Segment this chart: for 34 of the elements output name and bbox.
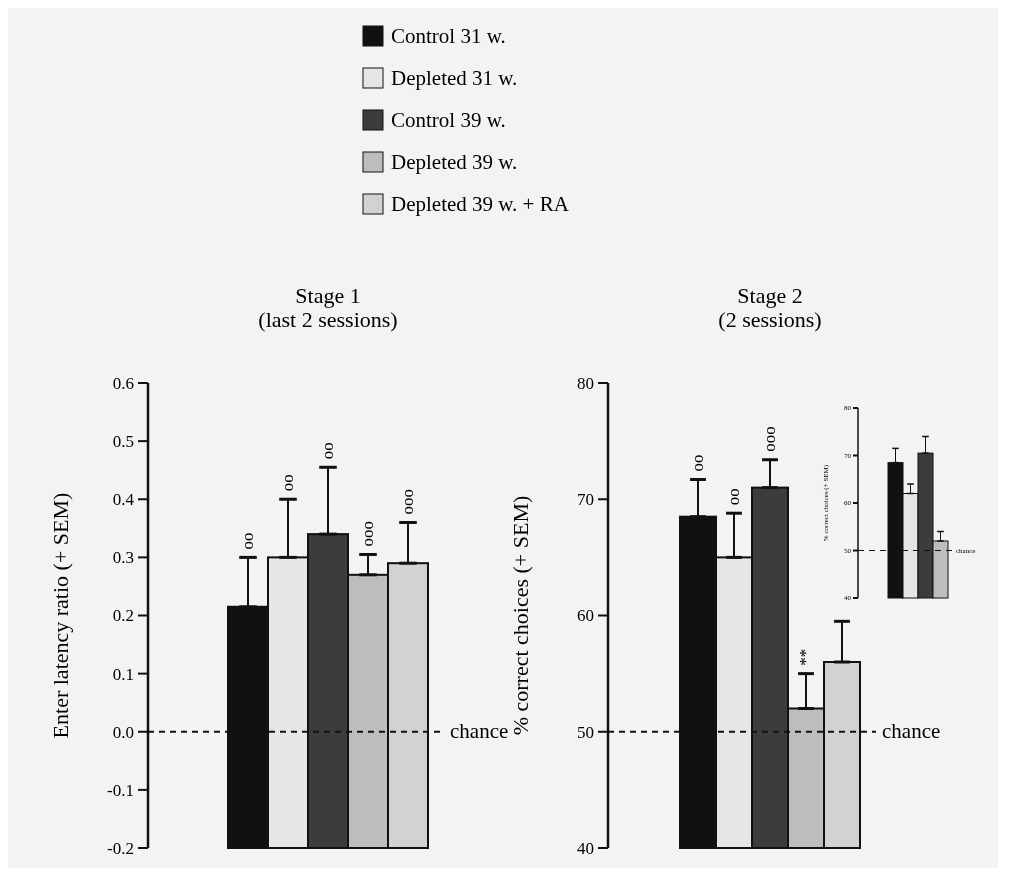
annotation: oo (318, 442, 337, 460)
y-tick-label: 0.3 (112, 548, 134, 568)
annotation: ooo (398, 489, 417, 515)
y-tick-label: 0.4 (112, 490, 135, 510)
annotation: oo (688, 454, 707, 472)
y-tick-label: 0.2 (112, 606, 134, 626)
y-tick-label: 0.5 (112, 432, 134, 452)
chart-title: Stage 2 (2 sessions) (718, 283, 822, 332)
y-tick-label: 80 (577, 373, 594, 393)
annotation: ooo (358, 520, 377, 547)
y-tick-label: 40 (577, 838, 594, 858)
y-tick-label: 60 (577, 606, 594, 626)
y-tick-label: -0.1 (107, 780, 134, 800)
chart-title: Stage 1 (last 2 sessions) (258, 283, 398, 332)
y-axis-title: Enter latency ratio (+ SEM) (48, 492, 73, 739)
y-tick-label: 0.6 (112, 373, 134, 393)
legend-label: Control 31 w. (391, 24, 506, 48)
ref-line-label: chance (450, 718, 509, 743)
legend-label: Depleted 39 w. (391, 150, 518, 174)
y-tick-label: 50 (577, 722, 594, 742)
annotation: oo (278, 474, 297, 492)
legend-label: Depleted 39 w. + RA (391, 192, 570, 216)
legend-label: Depleted 31 w. (391, 66, 518, 90)
y-tick-label: 0.0 (112, 722, 134, 742)
annotation: ooo (760, 426, 779, 452)
y-axis-title: % correct choices (+ SEM) (508, 495, 533, 736)
y-tick-label: -0.2 (107, 838, 134, 858)
annotation: oo (238, 532, 257, 550)
y-tick-label: 70 (577, 490, 594, 510)
annotation: oo (724, 488, 743, 506)
annotation: ** (796, 648, 815, 666)
ref-line-label: chance (882, 718, 941, 743)
y-tick-label: 0.1 (112, 664, 134, 684)
legend-label: Control 39 w. (391, 108, 506, 132)
